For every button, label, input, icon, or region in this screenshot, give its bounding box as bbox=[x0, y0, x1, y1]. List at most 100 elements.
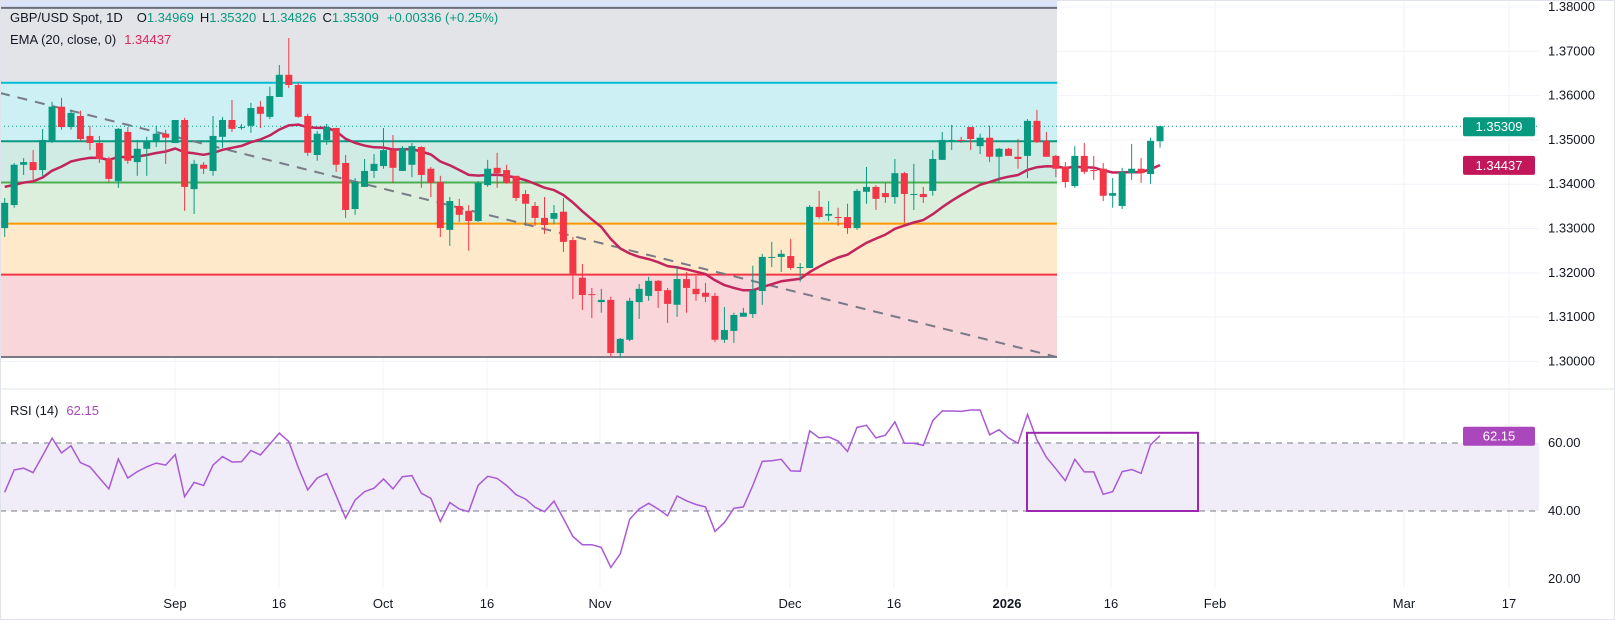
candle-down[interactable] bbox=[29, 150, 37, 180]
candle-up[interactable] bbox=[10, 162, 18, 208]
candle-down[interactable] bbox=[1137, 158, 1145, 183]
candle-up[interactable] bbox=[133, 139, 141, 176]
candle-up[interactable] bbox=[645, 276, 653, 301]
candle-down[interactable] bbox=[304, 113, 312, 156]
candle-up[interactable] bbox=[351, 178, 359, 215]
candle-down[interactable] bbox=[531, 201, 539, 226]
candle-down[interactable] bbox=[389, 135, 397, 183]
candle-up[interactable] bbox=[484, 159, 492, 187]
candle-down[interactable] bbox=[181, 117, 189, 211]
candle-down[interactable] bbox=[701, 283, 709, 303]
candle-up[interactable] bbox=[48, 101, 56, 144]
candle-down[interactable] bbox=[967, 127, 975, 151]
candle-up[interactable] bbox=[749, 265, 757, 319]
ema-line[interactable] bbox=[4, 123, 1161, 292]
candle-down[interactable] bbox=[540, 197, 548, 234]
candle-up[interactable] bbox=[910, 163, 918, 210]
candle-down[interactable] bbox=[1042, 131, 1050, 157]
candle-down[interactable] bbox=[654, 279, 662, 308]
candle-up[interactable] bbox=[768, 241, 776, 268]
candle-down[interactable] bbox=[559, 197, 567, 253]
candle-up[interactable] bbox=[247, 102, 255, 133]
candle-up[interactable] bbox=[266, 86, 274, 120]
candle-up[interactable] bbox=[408, 143, 416, 178]
candle-up[interactable] bbox=[673, 265, 681, 317]
candle-up[interactable] bbox=[190, 159, 198, 214]
candle-down[interactable] bbox=[436, 175, 444, 237]
candle-up[interactable] bbox=[796, 263, 804, 282]
candle-up[interactable] bbox=[1023, 119, 1031, 179]
candle-down[interactable] bbox=[872, 185, 880, 210]
candle-down[interactable] bbox=[455, 198, 463, 222]
candle-up[interactable] bbox=[825, 201, 833, 222]
candle-down[interactable] bbox=[692, 275, 700, 301]
candle-down[interactable] bbox=[578, 263, 586, 311]
candle-up[interactable] bbox=[67, 109, 75, 130]
candle-up[interactable] bbox=[1128, 143, 1136, 180]
symbol-title[interactable]: GBP/USD Spot, 1D bbox=[10, 10, 123, 25]
candle-down[interactable] bbox=[1014, 139, 1022, 169]
candle-up[interactable] bbox=[1156, 125, 1164, 148]
candle-down[interactable] bbox=[256, 100, 264, 128]
candle-up[interactable] bbox=[323, 123, 331, 145]
candle-up[interactable] bbox=[275, 65, 283, 97]
candle-up[interactable] bbox=[1109, 178, 1117, 208]
candle-down[interactable] bbox=[815, 190, 823, 219]
candle-up[interactable] bbox=[171, 119, 179, 144]
candle-down[interactable] bbox=[986, 125, 994, 163]
rsi-line[interactable] bbox=[4, 409, 1161, 569]
candle-up[interactable] bbox=[143, 136, 151, 176]
candle-up[interactable] bbox=[370, 154, 378, 179]
candle-down[interactable] bbox=[493, 152, 501, 188]
candle-down[interactable] bbox=[86, 125, 94, 151]
candle-up[interactable] bbox=[948, 124, 956, 151]
candle-up[interactable] bbox=[720, 306, 728, 343]
candle-up[interactable] bbox=[853, 189, 861, 230]
candle-down[interactable] bbox=[1005, 147, 1013, 156]
candle-down[interactable] bbox=[834, 207, 842, 226]
price-pane[interactable] bbox=[0, 0, 1539, 588]
candle-down[interactable] bbox=[417, 146, 425, 188]
candle-up[interactable] bbox=[114, 127, 122, 188]
candle-down[interactable] bbox=[124, 127, 132, 164]
candle-up[interactable] bbox=[1147, 137, 1155, 184]
candle-down[interactable] bbox=[844, 203, 852, 234]
candle-up[interactable] bbox=[313, 131, 321, 161]
candle-up[interactable] bbox=[209, 116, 217, 176]
candle-up[interactable] bbox=[806, 205, 814, 268]
candle-up[interactable] bbox=[39, 128, 47, 176]
candle-down[interactable] bbox=[1080, 143, 1088, 175]
candle-down[interactable] bbox=[919, 186, 927, 203]
candle-up[interactable] bbox=[1, 197, 9, 237]
candle-up[interactable] bbox=[597, 288, 605, 313]
candle-down[interactable] bbox=[1033, 109, 1041, 144]
candle-down[interactable] bbox=[607, 296, 615, 358]
candle-down[interactable] bbox=[332, 127, 340, 172]
candle-up[interactable] bbox=[635, 283, 643, 319]
candle-down[interactable] bbox=[294, 82, 302, 118]
candle-down[interactable] bbox=[522, 190, 530, 226]
candle-up[interactable] bbox=[20, 158, 28, 175]
candle-up[interactable] bbox=[152, 125, 160, 148]
candle-up[interactable] bbox=[862, 166, 870, 204]
candle-up[interactable] bbox=[550, 205, 558, 225]
candle-down[interactable] bbox=[881, 182, 889, 203]
candle-down[interactable] bbox=[95, 135, 103, 163]
candle-up[interactable] bbox=[474, 181, 482, 222]
candle-up[interactable] bbox=[616, 337, 624, 358]
candle-down[interactable] bbox=[503, 164, 511, 184]
candle-down[interactable] bbox=[285, 38, 293, 89]
candle-up[interactable] bbox=[938, 131, 946, 160]
candle-up[interactable] bbox=[929, 150, 937, 196]
candle-down[interactable] bbox=[1099, 162, 1107, 202]
candle-down[interactable] bbox=[105, 156, 113, 183]
candle-up[interactable] bbox=[739, 307, 747, 317]
ema-legend[interactable]: EMA (20, close, 0) 1.34437 bbox=[10, 32, 171, 48]
candle-down[interactable] bbox=[957, 136, 965, 144]
candle-up[interactable] bbox=[891, 158, 899, 204]
candle-up[interactable] bbox=[626, 297, 634, 342]
candle-up[interactable] bbox=[730, 312, 738, 343]
candle-up[interactable] bbox=[976, 133, 984, 155]
candle-up[interactable] bbox=[237, 123, 245, 130]
